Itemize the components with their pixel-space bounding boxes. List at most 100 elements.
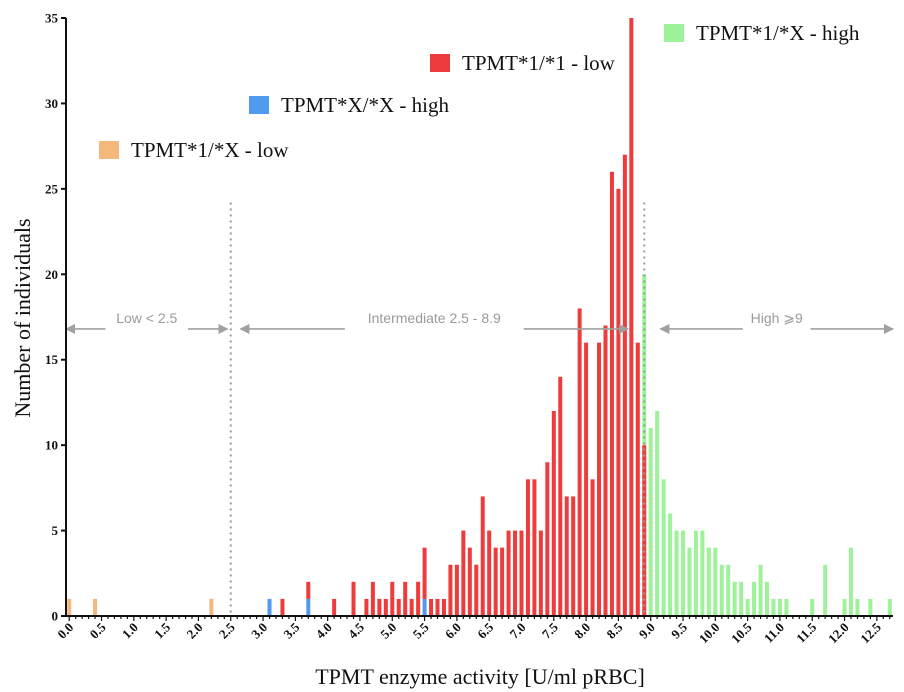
bar-series-2-x-7.50 xyxy=(551,410,556,616)
threshold-lines xyxy=(229,202,646,616)
bar-series-1-x-3.10 xyxy=(267,598,272,616)
x-tick-label-2.0: 2.0 xyxy=(183,620,205,642)
y-tick-label-10: 10 xyxy=(45,438,58,453)
bar-series-2-x-7.10 xyxy=(525,479,530,616)
y-tick-label-35: 35 xyxy=(45,11,59,26)
x-tick-label-9.5: 9.5 xyxy=(668,619,690,641)
y-tick-label-15: 15 xyxy=(45,352,59,367)
bar-series-0-x-2.20 xyxy=(209,598,214,616)
bar-series-2-x-6.50 xyxy=(487,530,492,616)
legend: TPMT*1/*X - high TPMT*1/*1 - low TPMT*X/*X… xyxy=(99,21,860,162)
bar-series-2-x-4.70 xyxy=(370,581,375,616)
x-tick-label-11.0: 11.0 xyxy=(761,620,787,646)
bar-series-3-x-10.20 xyxy=(726,564,731,616)
x-tick-label-3.0: 3.0 xyxy=(248,620,270,642)
range-label-0: Low < 2.5 xyxy=(116,310,177,326)
x-tick-label-3.5: 3.5 xyxy=(280,619,302,641)
x-axis-title: TPMT enzyme activity [U/ml pRBC] xyxy=(315,664,645,689)
bar-series-3-x-11.70 xyxy=(823,564,828,616)
bar-series-2-x-7.70 xyxy=(564,496,569,616)
legend-swatch-0 xyxy=(664,24,684,42)
bar-series-2-x-5.20 xyxy=(403,581,408,616)
bar-series-2-x-8.90 xyxy=(642,445,647,616)
x-tick-label-9.0: 9.0 xyxy=(636,620,658,642)
bar-series-2-x-6.10 xyxy=(461,530,466,616)
bar-series-0-x-0.00 xyxy=(67,598,72,616)
bar-series-2-x-3.70 xyxy=(306,581,311,599)
y-tick-label-30: 30 xyxy=(45,96,58,111)
bar-series-2-x-7.30 xyxy=(538,530,543,616)
bar-series-3-x-12.40 xyxy=(868,598,873,616)
bar-series-3-x-9.00 xyxy=(648,428,653,616)
bar-series-3-x-10.60 xyxy=(752,581,757,616)
bar-series-2-x-5.10 xyxy=(396,598,401,616)
x-tick-label-5.5: 5.5 xyxy=(410,619,432,641)
bar-series-2-x-6.70 xyxy=(500,547,505,616)
bar-series-2-x-5.40 xyxy=(416,581,421,616)
bar-series-2-x-7.00 xyxy=(519,530,524,616)
x-tick-label-7.0: 7.0 xyxy=(507,620,529,642)
bar-series-3-x-11.50 xyxy=(810,598,815,616)
bar-series-2-x-4.90 xyxy=(383,598,388,616)
bar-series-3-x-10.90 xyxy=(771,598,776,616)
bar-series-2-x-8.80 xyxy=(635,342,640,616)
bar-series-3-x-9.50 xyxy=(681,530,686,616)
x-tick-label-7.5: 7.5 xyxy=(539,619,561,641)
bar-series-3-x-10.70 xyxy=(758,564,763,616)
y-tick-label-25: 25 xyxy=(45,181,59,196)
bar-series-2-x-4.10 xyxy=(332,598,337,616)
bar-series-2-x-8.10 xyxy=(590,479,595,616)
bar-series-2-x-5.30 xyxy=(409,598,414,616)
bar-series-3-x-9.20 xyxy=(661,479,666,616)
bar-series-2-x-8.60 xyxy=(622,154,627,616)
bar-series-3-x-10.00 xyxy=(713,547,718,616)
bar-series-2-x-6.30 xyxy=(474,564,479,616)
bar-series-2-x-5.00 xyxy=(390,581,395,616)
bar-series-3-x-12.70 xyxy=(887,598,892,616)
x-tick-label-12.0: 12.0 xyxy=(825,620,852,647)
bar-series-2-x-7.60 xyxy=(558,376,563,616)
x-tick-label-4.5: 4.5 xyxy=(345,619,367,641)
bar-series-3-x-9.60 xyxy=(687,547,692,616)
legend-label-2: TPMT*X/*X - high xyxy=(281,93,450,117)
bar-series-3-x-9.10 xyxy=(655,410,660,616)
bar-series-2-x-4.40 xyxy=(351,581,356,616)
bar-series-2-x-4.60 xyxy=(364,598,369,616)
bar-series-1-x-3.70 xyxy=(306,598,311,616)
bar-series-2-x-8.00 xyxy=(584,342,589,616)
y-tick-label-20: 20 xyxy=(45,267,58,282)
x-tick-label-2.5: 2.5 xyxy=(216,619,238,641)
bar-series-3-x-12.00 xyxy=(842,598,847,616)
x-tick-label-11.5: 11.5 xyxy=(793,619,820,646)
legend-swatch-3 xyxy=(99,141,119,159)
x-tick-label-6.0: 6.0 xyxy=(442,620,464,642)
x-tick-label-8.5: 8.5 xyxy=(603,619,625,641)
bar-series-2-x-7.80 xyxy=(571,496,576,616)
bar-series-3-x-10.10 xyxy=(719,564,724,616)
x-tick-label-12.5: 12.5 xyxy=(857,619,884,646)
bars-layer xyxy=(67,18,892,617)
x-tick-label-0.5: 0.5 xyxy=(87,619,109,641)
x-tick-label-10.0: 10.0 xyxy=(696,620,723,647)
x-tick-label-6.5: 6.5 xyxy=(474,619,496,641)
x-tick-label-1.5: 1.5 xyxy=(151,619,173,641)
x-tick-label-4.0: 4.0 xyxy=(313,620,335,642)
bar-series-3-x-9.70 xyxy=(693,530,698,616)
bar-series-2-x-8.70 xyxy=(629,18,634,616)
bar-series-3-x-9.80 xyxy=(700,530,705,616)
bar-series-2-x-4.80 xyxy=(377,598,382,616)
bar-series-3-x-10.30 xyxy=(732,581,737,616)
y-tick-label-5: 5 xyxy=(52,523,59,538)
legend-swatch-1 xyxy=(430,54,450,72)
bar-series-3-x-10.40 xyxy=(739,581,744,616)
bar-series-2-x-7.40 xyxy=(545,462,550,616)
bar-series-2-x-6.20 xyxy=(467,547,472,616)
bar-series-2-x-5.60 xyxy=(429,598,434,616)
bar-series-2-x-5.90 xyxy=(448,564,453,616)
bar-series-2-x-6.80 xyxy=(506,530,511,616)
bar-series-2-x-6.60 xyxy=(493,547,498,616)
bar-series-2-x-3.30 xyxy=(280,598,285,616)
bar-series-3-x-9.40 xyxy=(674,530,679,616)
bar-series-2-x-8.50 xyxy=(616,188,621,617)
bar-series-2-x-6.00 xyxy=(454,564,459,616)
